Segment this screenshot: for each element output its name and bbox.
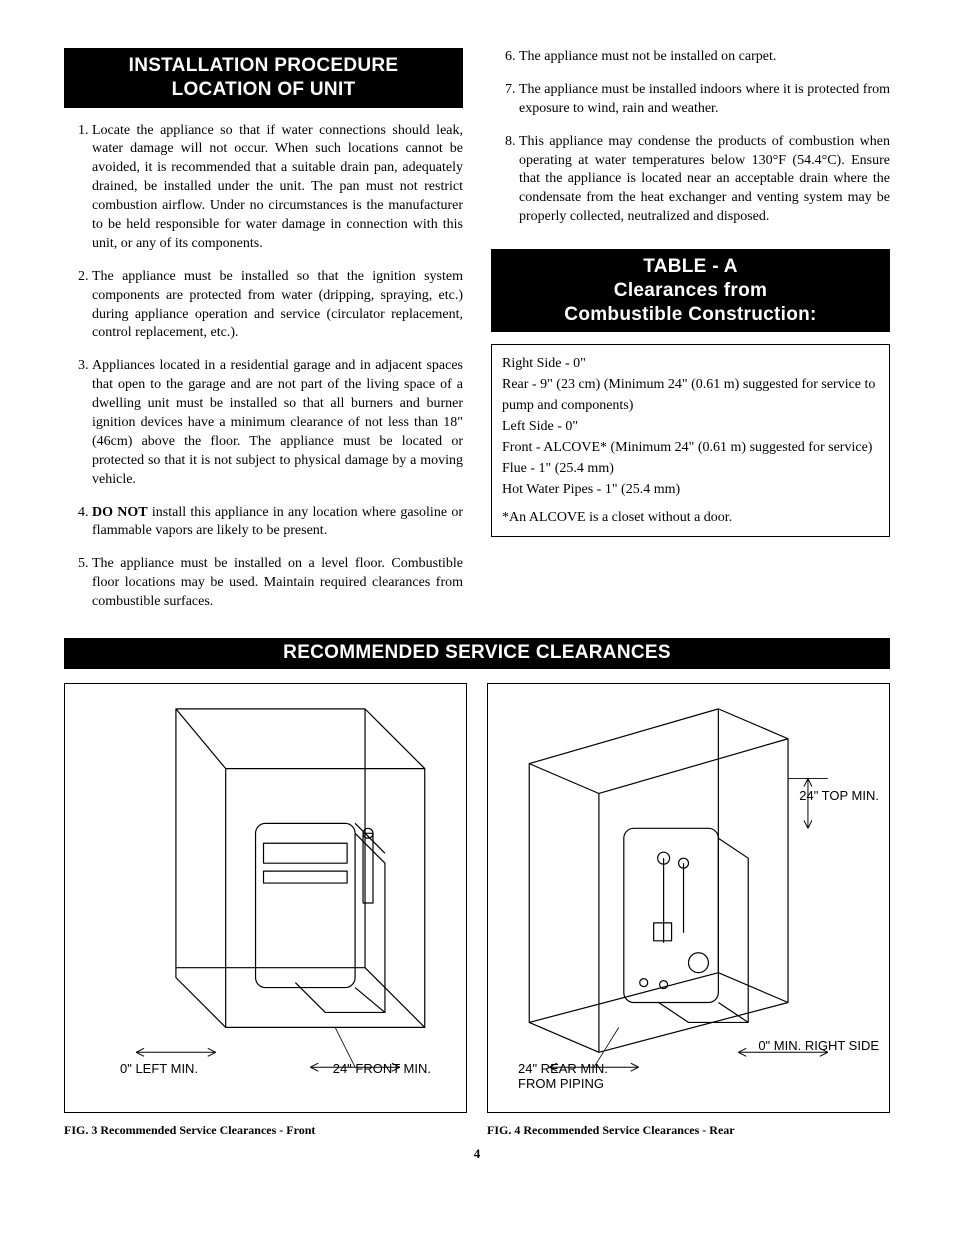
banner-line-1: INSTALLATION PROCEDURE [129,55,399,76]
table-banner-l2: Clearances from [614,280,767,301]
page-number: 4 [64,1146,890,1162]
table-a-banner: TABLE - A Clearances from Combustible Co… [491,249,890,332]
fig3-label-left: 0" LEFT MIN. [120,1062,198,1077]
list-item: Appliances located in a residential gara… [92,357,463,489]
left-column: INSTALLATION PROCEDURE LOCATION OF UNIT … [64,48,463,626]
banner-line-2: LOCATION OF UNIT [172,79,356,100]
list-item: The appliance must be installed so that … [92,268,463,344]
figure-4-frame: 24" TOP MIN. 0" MIN. RIGHT SIDE 24" REAR… [487,683,890,1113]
left-list: Locate the appliance so that if water co… [64,122,463,612]
table-line: Hot Water Pipes - 1" (25.4 mm) [502,479,879,500]
figure-4: 24" TOP MIN. 0" MIN. RIGHT SIDE 24" REAR… [487,683,890,1138]
table-line: Rear - 9" (23 cm) (Minimum 24" (0.61 m) … [502,374,879,416]
list-item: Locate the appliance so that if water co… [92,122,463,254]
figures-row: 0" LEFT MIN. 24" FRONT MIN. FIG. 3 Recom… [64,683,890,1138]
fig4-label-rear: 24" REAR MIN. FROM PIPING [518,1062,608,1092]
list-item: The appliance must not be installed on c… [519,48,890,67]
table-banner-l3: Combustible Construction: [564,304,816,325]
fig3-label-front: 24" FRONT MIN. [333,1062,431,1077]
section-banner-service-clearances: RECOMMENDED SERVICE CLEARANCES [64,638,890,669]
table-a-body: Right Side - 0" Rear - 9" (23 cm) (Minim… [502,353,879,500]
table-line: Front - ALCOVE* (Minimum 24" (0.61 m) su… [502,437,879,458]
figure-3-svg [65,684,466,1112]
figure-3-caption: FIG. 3 Recommended Service Clearances - … [64,1123,467,1138]
figure-3-frame: 0" LEFT MIN. 24" FRONT MIN. [64,683,467,1113]
fig4-label-right: 0" MIN. RIGHT SIDE [758,1039,879,1054]
table-line: Left Side - 0" [502,416,879,437]
list-item: DO NOT install this appliance in any loc… [92,504,463,542]
figure-3: 0" LEFT MIN. 24" FRONT MIN. FIG. 3 Recom… [64,683,467,1138]
fig4-label-top: 24" TOP MIN. [799,789,879,804]
table-line: Flue - 1" (25.4 mm) [502,458,879,479]
figure-4-caption: FIG. 4 Recommended Service Clearances - … [487,1123,890,1138]
right-column: The appliance must not be installed on c… [491,48,890,626]
section-banner-installation: INSTALLATION PROCEDURE LOCATION OF UNIT [64,48,463,108]
table-banner-l1: TABLE - A [643,256,738,277]
list-item: The appliance must be installed on a lev… [92,555,463,612]
right-list: The appliance must not be installed on c… [491,48,890,227]
table-a-footnote: *An ALCOVE is a closet without a door. [502,510,879,526]
list-item: This appliance may condense the products… [519,133,890,227]
table-a-frame: Right Side - 0" Rear - 9" (23 cm) (Minim… [491,344,890,537]
list-item: The appliance must be installed indoors … [519,81,890,119]
table-line: Right Side - 0" [502,353,879,374]
